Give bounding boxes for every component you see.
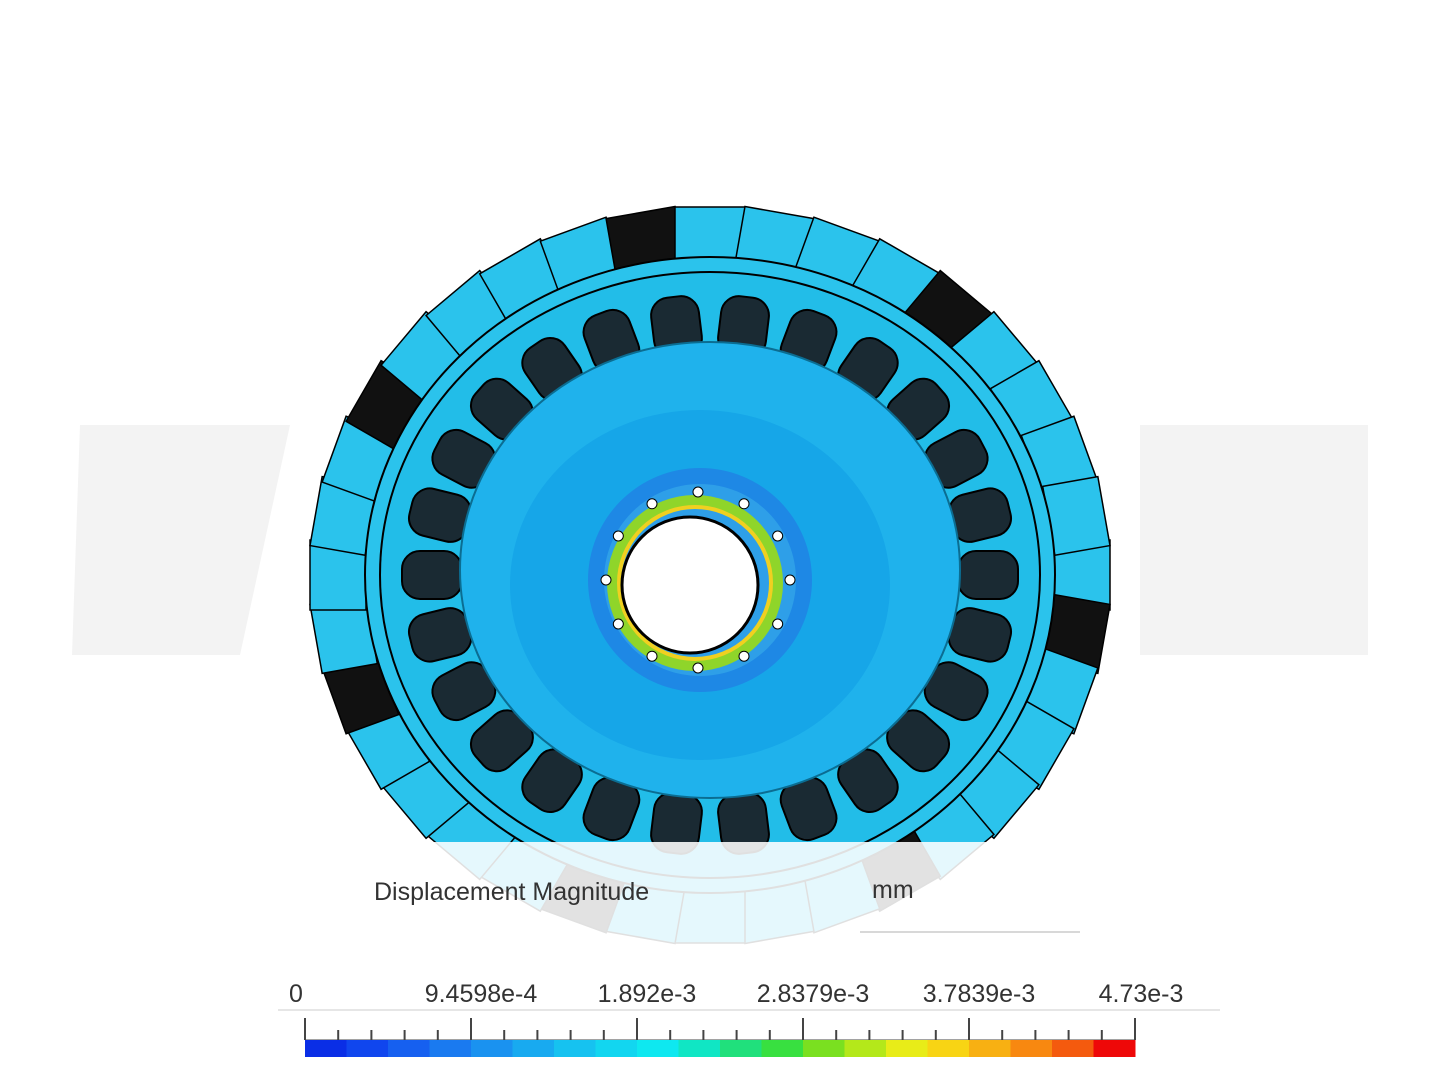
- blade: [674, 206, 746, 264]
- watermark-shape: [1140, 425, 1368, 655]
- bolt-hole: [612, 530, 624, 542]
- tick-label: 0: [289, 980, 303, 1008]
- colorbar-segment: [554, 1040, 596, 1057]
- hub-hole: [620, 515, 760, 655]
- bolt-hole: [646, 498, 658, 510]
- watermark: [72, 425, 1368, 655]
- watermark-shape: [72, 425, 290, 655]
- colorbar-segment: [512, 1040, 555, 1057]
- bolt-hole: [612, 618, 624, 630]
- colorbar-segment: [595, 1040, 638, 1057]
- bolt-hole: [784, 574, 796, 586]
- colorbar-segment: [471, 1040, 513, 1057]
- colorbar-segment: [305, 1040, 347, 1057]
- colorbar-segment: [720, 1040, 762, 1057]
- wheel: [309, 205, 1111, 945]
- legend-title: Displacement Magnitude: [374, 878, 649, 906]
- bolt-hole: [772, 618, 784, 630]
- colorbar-segment: [388, 1040, 430, 1057]
- spoke-loop: [957, 550, 1019, 600]
- bolt-hole: [738, 650, 750, 662]
- tick-label: 3.7839e-3: [923, 980, 1036, 1008]
- colorbar-segment: [969, 1040, 1011, 1057]
- colorbar-segment: [429, 1040, 472, 1057]
- colorbar-segment: [803, 1040, 845, 1057]
- bolt-hole: [646, 650, 658, 662]
- bolt-hole: [772, 530, 784, 542]
- hub-hot: [617, 505, 773, 661]
- bolt-hole: [692, 662, 704, 674]
- legend-unit: mm: [872, 876, 914, 904]
- colorbar-segment: [1052, 1040, 1094, 1057]
- bolt-hole: [738, 498, 750, 510]
- colorbar-segment: [346, 1040, 389, 1057]
- colorbar-segment: [637, 1040, 679, 1057]
- tick-label: 4.73e-3: [1099, 980, 1184, 1008]
- spoke-loop: [401, 550, 463, 600]
- colorbar-segment: [844, 1040, 887, 1057]
- colorbar-segment: [927, 1040, 970, 1057]
- colorbar-segment: [1010, 1040, 1053, 1057]
- colorbar-segment: [761, 1040, 804, 1057]
- tick-label: 9.4598e-4: [425, 980, 538, 1008]
- bolt-hole: [600, 574, 612, 586]
- tick-label: 2.8379e-3: [757, 980, 870, 1008]
- colorbar: [305, 1040, 1136, 1057]
- colorbar-segment: [678, 1040, 721, 1057]
- colorbar-segment: [1093, 1040, 1136, 1057]
- colorbar-segment: [886, 1040, 928, 1057]
- bolt-hole: [692, 486, 704, 498]
- tick-label: 1.892e-3: [598, 980, 697, 1008]
